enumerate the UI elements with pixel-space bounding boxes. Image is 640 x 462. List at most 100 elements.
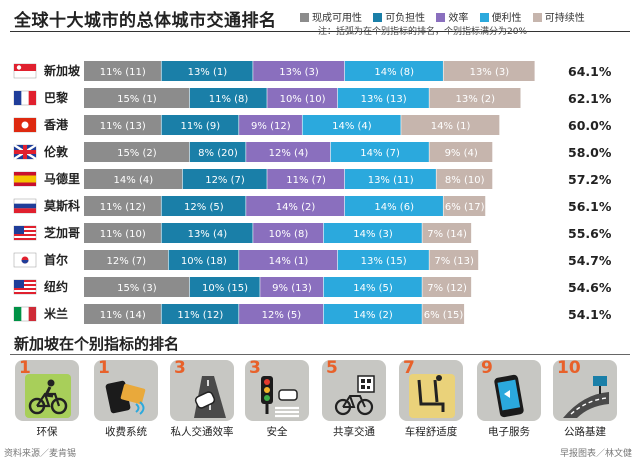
legend-label: 现成可用性: [312, 13, 362, 24]
bar-segment: [344, 169, 436, 189]
bar-segment-label: 13% (13): [361, 94, 407, 105]
legend-swatch: [532, 13, 542, 22]
total-score-label: 54.6%: [568, 280, 612, 295]
bar-segment: [422, 304, 465, 324]
legend-label: 可持续性: [544, 13, 585, 24]
indicator-tile: 7: [399, 360, 463, 421]
bar-segment: [84, 88, 190, 108]
indicator-label: 公路基建: [564, 426, 606, 438]
flag-icon-fr: [13, 90, 37, 106]
graphic-credit: 早报图表／林文健: [559, 449, 632, 459]
bar-segment-label: 11% (11): [100, 67, 146, 78]
bar-segment-label: 14% (1): [431, 121, 471, 132]
payment-card-icon: [105, 380, 146, 415]
indicator-label: 电子服务: [488, 426, 530, 438]
city-label: 伦敦: [44, 144, 69, 159]
bar-segment: [161, 115, 239, 135]
indicator-rank: 7: [403, 360, 415, 378]
bar-segment-label: 10% (15): [202, 283, 248, 294]
bar-segment: [330, 142, 429, 162]
bar-segment-label: 11% (9): [181, 121, 221, 132]
city-label: 香港: [43, 117, 69, 132]
total-score-label: 55.6%: [568, 226, 612, 241]
bar-segment: [323, 223, 422, 243]
legend-item-availability: 现成可用性: [300, 9, 362, 24]
bar-segment: [337, 250, 429, 270]
legend-swatch: [300, 13, 309, 22]
bar-segment-label: 13% (1): [188, 67, 228, 78]
bar-segment-label: 13% (11): [368, 175, 414, 186]
legend-item-sustainability: 可持续性: [532, 9, 585, 24]
city-label: 新加坡: [44, 63, 81, 78]
car-road-icon: [194, 376, 226, 418]
bar-segment-label: 13% (3): [470, 67, 510, 78]
legend-swatch: [479, 13, 489, 22]
bar-segment: [344, 196, 443, 216]
city-label: 纽约: [44, 279, 68, 294]
bar-segment: [443, 61, 535, 81]
bar-segment: [253, 223, 324, 243]
bar-segment-label: 10% (8): [269, 229, 309, 240]
indicator-tile: 3: [170, 360, 234, 421]
bar-segment: [161, 304, 239, 324]
bar-segment-label: 15% (1): [117, 94, 157, 105]
title-divider: [10, 31, 630, 32]
bar-segment: [84, 304, 161, 324]
flag-icon-us: [13, 279, 37, 295]
bar-segment: [246, 142, 331, 162]
source-note: 资料来源／麦肯锡: [4, 449, 77, 459]
flag-icon-kr: [13, 252, 37, 268]
total-score-label: 62.1%: [568, 91, 612, 106]
legend: 现成可用性 可负担性 效率 便利性 可持续性: [300, 9, 585, 24]
bar-segment: [422, 223, 472, 243]
indicator-label: 收费系统: [105, 426, 147, 438]
bar-segment-label: 13% (3): [279, 67, 319, 78]
bar-segment: [443, 196, 486, 216]
flag-icon-es: [13, 171, 37, 187]
bar-segment-label: 11% (13): [100, 121, 146, 132]
bar-segment: [84, 61, 161, 81]
bar-segment: [323, 304, 422, 324]
legend-label: 效率: [448, 13, 469, 24]
bar-segment-label: 14% (8): [374, 67, 414, 78]
bar-segment-label: 6% (15): [424, 310, 464, 321]
bar-segment: [239, 250, 338, 270]
bar-segment-label: 9% (12): [251, 121, 291, 132]
indicator-rank: 1: [19, 360, 31, 378]
total-score-label: 60.0%: [568, 118, 612, 133]
flag-icon-gb: [13, 143, 37, 161]
legend-item-affordability: 可负担性: [373, 9, 425, 24]
bar-segment: [246, 196, 345, 216]
bar-segment-label: 14% (3): [353, 229, 393, 240]
city-label: 马德里: [44, 171, 80, 186]
bar-segment: [323, 277, 422, 297]
bar-segment-label: 11% (7): [286, 175, 326, 186]
bar-segment-label: 9% (13): [272, 283, 312, 294]
bar-segment: [84, 196, 161, 216]
bar-segment-label: 12% (5): [184, 202, 224, 213]
bar-segment: [267, 169, 345, 189]
bar-segment-label: 15% (3): [117, 283, 157, 294]
bar-segment-label: 12% (5): [262, 310, 302, 321]
stacked-bar-chart: 新加坡 11% (11) 13% (1) 13% (3) 14% (8) 13% (3) 6…: [13, 61, 612, 324]
highway-icon: [563, 376, 609, 418]
bar-segment-label: 14% (2): [276, 202, 316, 213]
indicator-section-divider: [10, 354, 630, 355]
bar-segment: [161, 196, 246, 216]
bar-segment-label: 13% (4): [188, 229, 228, 240]
bar-segment-label: 7% (12): [427, 283, 467, 294]
flag-icon-ru: [13, 198, 37, 214]
total-score-label: 57.2%: [568, 172, 612, 187]
bar-segment-label: 14% (4): [332, 121, 372, 132]
flag-icon-it: [13, 306, 37, 322]
city-label: 芝加哥: [44, 225, 80, 240]
bar-segment-label: 8% (20): [198, 148, 238, 159]
bar-segment: [168, 250, 239, 270]
bar-segment: [189, 277, 260, 297]
bar-segment: [401, 115, 500, 135]
bar-segment-label: 14% (2): [353, 310, 393, 321]
indicator-label: 私人交通效率: [170, 426, 234, 438]
cyclist-icon: [25, 374, 71, 418]
seat-icon: [409, 374, 455, 418]
indicator-label: 安全: [266, 426, 288, 438]
